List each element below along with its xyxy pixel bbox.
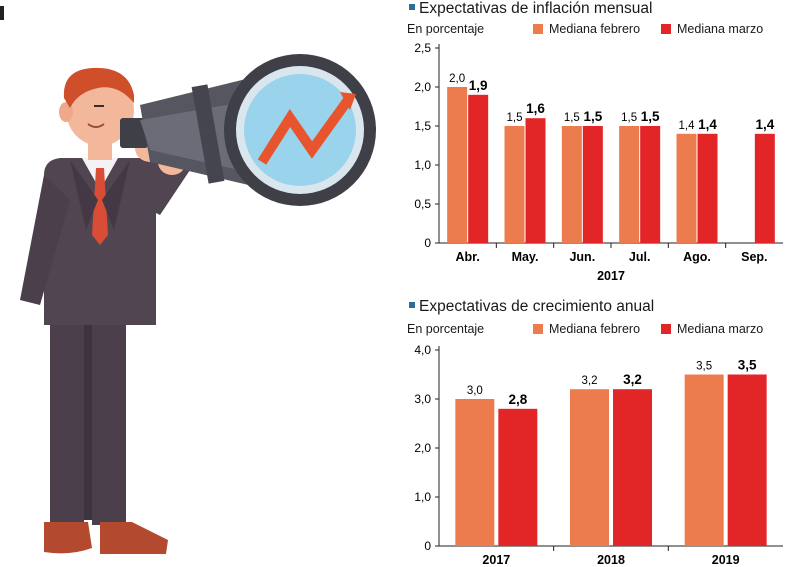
y-tick-label: 2,5	[414, 41, 431, 55]
bar-mediana-febrero	[619, 126, 640, 243]
x-tick-label: Ago.	[683, 250, 711, 264]
data-label: 1,4	[698, 117, 717, 132]
y-tick-label: 1,0	[414, 490, 431, 504]
legend-marzo: Mediana marzo	[661, 322, 763, 336]
data-label: 1,4	[755, 117, 774, 132]
x-tick-label: Sep.	[741, 250, 767, 264]
y-tick-label: 0,5	[414, 197, 431, 211]
data-label: 3,5	[696, 361, 712, 373]
bar-mediana-marzo	[697, 133, 718, 243]
growth-chart-panel: Expectativas de crecimiento anual En por…	[395, 298, 795, 567]
data-label: 3,5	[738, 358, 757, 373]
chart-title: Expectativas de inflación mensual	[409, 0, 653, 18]
x-tick-label: 2018	[597, 553, 625, 567]
data-label: 3,0	[467, 385, 483, 397]
bar-mediana-febrero	[561, 126, 582, 243]
bar-mediana-marzo	[640, 126, 661, 243]
title-square-icon	[409, 3, 415, 10]
y-tick-label: 0	[424, 236, 431, 250]
bar-mediana-febrero	[447, 87, 468, 243]
legend-febrero: Mediana febrero	[533, 322, 640, 336]
data-label: 3,2	[582, 375, 598, 387]
y-tick-label: 1,5	[414, 119, 431, 133]
inflation-chart-panel: Expectativas de inflación mensual En por…	[395, 0, 795, 290]
bar-mediana-febrero	[504, 126, 525, 243]
x-tick-label: 2017	[482, 553, 510, 567]
x-tick-label: 2019	[712, 553, 740, 567]
y-tick-label: 2,0	[414, 441, 431, 455]
title-square-icon	[409, 301, 415, 308]
y-tick-label: 4,0	[414, 343, 431, 357]
x-axis-label: 2017	[597, 269, 625, 283]
data-label: 1,6	[526, 101, 545, 116]
chart-title: Expectativas de crecimiento anual	[409, 298, 654, 316]
bar-mediana-marzo	[613, 389, 652, 546]
legend-label-febrero: Mediana febrero	[549, 322, 641, 336]
unit-label: En porcentaje	[407, 22, 485, 36]
bar-mediana-marzo	[727, 374, 767, 546]
x-tick-label: Abr.	[456, 250, 480, 264]
data-label: 1,5	[621, 112, 637, 124]
unit-label: En porcentaje	[407, 322, 485, 336]
data-label: 2,0	[449, 73, 465, 85]
data-label: 3,2	[623, 372, 642, 387]
bar-mediana-febrero	[676, 133, 697, 243]
y-tick-label: 2,0	[414, 80, 431, 94]
legend-swatch-febrero	[533, 324, 543, 334]
legend-label-marzo: Mediana marzo	[677, 22, 764, 36]
legend-marzo: Mediana marzo	[661, 22, 763, 36]
y-tick-label: 3,0	[414, 392, 431, 406]
corner-mark	[0, 6, 4, 20]
data-label: 1,9	[469, 78, 488, 93]
bar-mediana-marzo	[525, 118, 546, 243]
x-tick-label: Jul.	[629, 250, 651, 264]
bar-mediana-febrero	[570, 389, 609, 546]
bar-mediana-marzo	[754, 133, 775, 243]
legend-swatch-febrero	[533, 24, 543, 34]
legend-swatch-marzo	[661, 24, 671, 34]
x-tick-label: Jun.	[569, 250, 595, 264]
y-tick-label: 0	[424, 539, 431, 553]
data-label: 1,5	[507, 112, 523, 124]
legend-febrero: Mediana febrero	[533, 22, 640, 36]
data-label: 1,5	[564, 112, 580, 124]
data-label: 1,5	[641, 109, 660, 124]
businessman-telescope-illustration	[20, 54, 376, 554]
bar-mediana-febrero	[684, 374, 724, 546]
legend-label-febrero: Mediana febrero	[549, 22, 641, 36]
growth-bar-chart: 0 1,0 2,0 3,0 4,0 3,0 2,8 2017 3,2 3,2 2018 3,5 3,5 2…	[414, 343, 783, 567]
data-label: 1,4	[679, 120, 696, 132]
bar-mediana-marzo	[468, 94, 489, 243]
data-label: 1,5	[583, 109, 602, 124]
bar-mediana-febrero	[455, 399, 495, 546]
bar-mediana-marzo	[582, 126, 603, 243]
data-label: 2,8	[508, 392, 527, 407]
x-tick-label: May.	[512, 250, 539, 264]
bar-mediana-marzo	[498, 408, 538, 546]
legend-swatch-marzo	[661, 324, 671, 334]
legend-label-marzo: Mediana marzo	[677, 322, 764, 336]
y-tick-label: 1,0	[414, 158, 431, 172]
